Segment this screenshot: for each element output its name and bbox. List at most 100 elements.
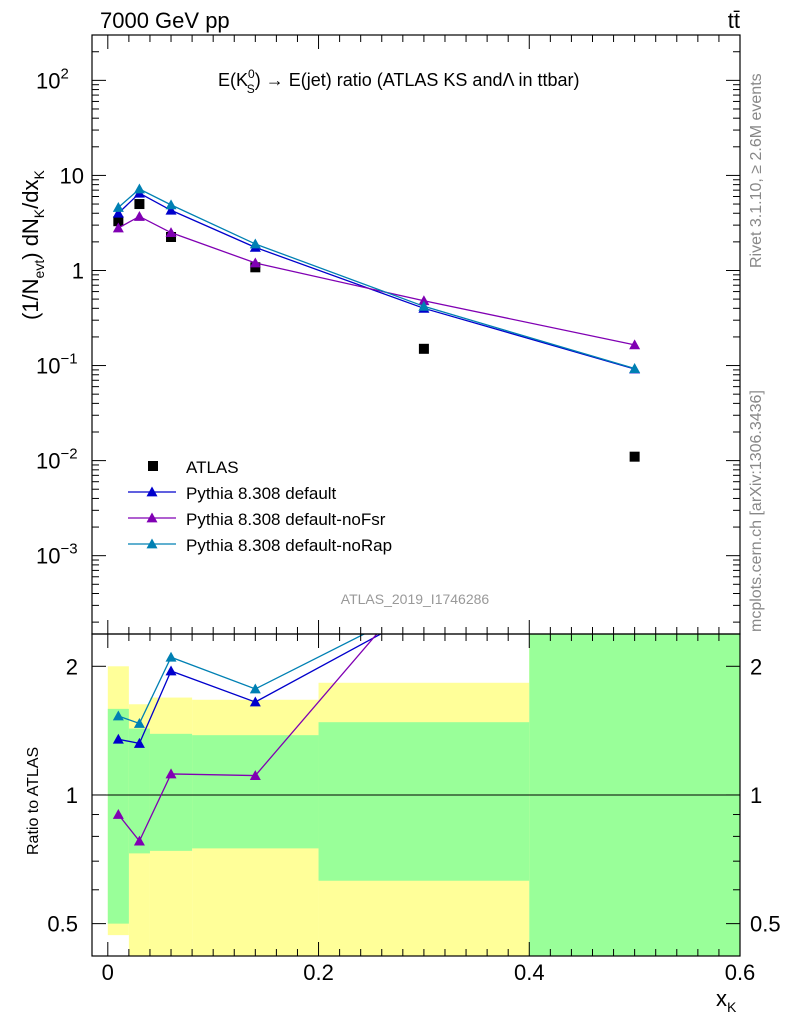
title-sup: 0 — [248, 67, 255, 81]
series-2-point-3 — [249, 257, 261, 268]
series-2-point-2 — [165, 227, 177, 238]
series-3-point-0 — [112, 201, 124, 212]
process-label: tt̄ — [728, 8, 740, 33]
main-ytick-label-2: 10−1 — [36, 351, 78, 379]
ratio-series-2-point-1 — [133, 717, 145, 728]
main-ytick-exp: −3 — [60, 541, 77, 558]
ratio-series-0-point-2 — [165, 665, 177, 676]
series-1-point-0 — [112, 207, 124, 218]
ratio-ytick-label-1: 1 — [66, 783, 78, 808]
atlas-point-4 — [418, 343, 429, 354]
mcplots-site-label: mcplots.cern.ch [arXiv:1306.3436] — [748, 390, 765, 632]
ratio-ytick-label-right-2: 2 — [750, 654, 762, 679]
ratio-series-2-point-3 — [249, 683, 261, 694]
analysis-watermark: ATLAS_2019_I1746286 — [341, 591, 490, 607]
main-ytick-base: 10 — [36, 449, 60, 474]
series-3-point-2 — [165, 199, 177, 210]
green-band-3 — [192, 735, 319, 849]
ratio-series-1-point-1 — [133, 835, 145, 846]
plot-title: E(K0 S) → E(jet) ratio (ATLAS KS andΛ in … — [218, 67, 580, 96]
ylabel-c-sub: K — [31, 169, 47, 179]
main-ylabel: (1/Nevt) dNK/dxK — [18, 169, 47, 320]
series-2-point-0 — [112, 222, 124, 233]
ratio-bands-layer — [92, 634, 740, 956]
xtick-label-2: 0.4 — [514, 960, 545, 985]
main-ytick-base: 10 — [60, 163, 84, 188]
energy-label: 7000 GeV pp — [100, 8, 230, 33]
ratio-series-1-point-2 — [165, 768, 177, 779]
atlas-point-0 — [113, 216, 124, 227]
ratio-series-layer — [112, 634, 383, 846]
series-3-point-1 — [133, 183, 145, 194]
legend-marker-2 — [146, 512, 158, 523]
main-ytick-label-3: 1 — [72, 258, 84, 283]
green-band-2 — [149, 733, 193, 851]
legend-label-3: Pythia 8.308 default-noRap — [186, 536, 392, 555]
xlabel: xK — [716, 986, 737, 1015]
ratio-series-0-point-3 — [249, 696, 261, 707]
xtick-label-0: 0 — [102, 960, 114, 985]
main-ytick-base: 10 — [36, 68, 60, 93]
ratio-line-1 — [117, 634, 378, 843]
legend-label-2: Pythia 8.308 default-noFsr — [186, 510, 386, 529]
legend-marker-atlas — [148, 461, 158, 471]
ratio-line-2 — [118, 634, 366, 725]
series-line-3 — [117, 188, 635, 370]
atlas-point-5 — [629, 451, 640, 462]
ratio-series-1-point-0 — [112, 809, 124, 819]
legend-marker-3 — [146, 538, 158, 549]
main-ytick-label-5: 102 — [36, 65, 69, 93]
main-ytick-base: 10 — [36, 544, 60, 569]
series-line-1 — [117, 192, 635, 370]
ylabel-b-sub: K — [31, 208, 47, 218]
main-ytick-label-4: 10 — [60, 163, 84, 188]
main-ytick-base: 1 — [72, 258, 84, 283]
ratio-series-1-point-3 — [249, 770, 261, 780]
ylabel-a: (1/N — [18, 278, 43, 320]
title-pre: E(K — [218, 70, 248, 90]
ratio-ytick-label-right-1: 1 — [750, 783, 762, 808]
main-ytick-exp: −2 — [60, 446, 77, 463]
title-post: ) → E(jet) ratio (ATLAS KS andΛ in ttbar… — [255, 70, 580, 90]
main-series-layer — [112, 183, 641, 462]
main-ytick-label-1: 10−2 — [36, 446, 78, 474]
series-3-point-3 — [249, 238, 261, 249]
legend-label-0: ATLAS — [186, 458, 239, 477]
main-ytick-base: 10 — [36, 354, 60, 379]
legend-label-1: Pythia 8.308 default — [186, 484, 337, 503]
ylabel-a-sub: evt — [31, 260, 47, 279]
ylabel-c: /dx — [18, 179, 43, 208]
rivet-version-label: Rivet 3.1.10, ≥ 2.6M events — [748, 73, 765, 268]
xtick-label-1: 0.2 — [303, 960, 334, 985]
ratio-series-2-point-2 — [165, 651, 177, 662]
series-2-point-1 — [133, 210, 145, 221]
xtick-label-3: 0.6 — [725, 960, 756, 985]
green-band-1 — [128, 728, 150, 854]
series-1-point-2 — [165, 204, 177, 215]
legend: ATLAS Pythia 8.308 default Pythia 8.308 de… — [128, 458, 392, 555]
ratio-ytick-label-2: 2 — [66, 654, 78, 679]
atlas-point-1 — [134, 199, 145, 210]
series-2-point-4 — [418, 295, 430, 306]
ratio-series-0-point-1 — [133, 737, 145, 748]
main-ytick-exp: −1 — [60, 351, 77, 368]
series-3-point-4 — [418, 300, 430, 311]
xlabel-a-sub: K — [727, 999, 737, 1015]
series-3-point-5 — [629, 363, 641, 373]
ratio-ylabel: Ratio to ATLAS — [25, 747, 42, 855]
series-line-2 — [118, 215, 635, 346]
xlabel-a: x — [716, 986, 727, 1011]
ratio-ytick-label-0: 0.5 — [47, 912, 78, 937]
ratio-series-2-point-0 — [112, 710, 124, 721]
main-ytick-label-0: 10−3 — [36, 541, 78, 569]
legend-marker-1 — [146, 486, 158, 497]
ratio-series-0-point-0 — [112, 733, 124, 744]
ratio-ytick-label-right-0: 0.5 — [750, 912, 781, 937]
title-sub: S — [247, 82, 255, 96]
ratio-line-0 — [118, 634, 383, 745]
series-2-point-5 — [629, 339, 641, 350]
main-ytick-exp: 2 — [60, 65, 68, 82]
